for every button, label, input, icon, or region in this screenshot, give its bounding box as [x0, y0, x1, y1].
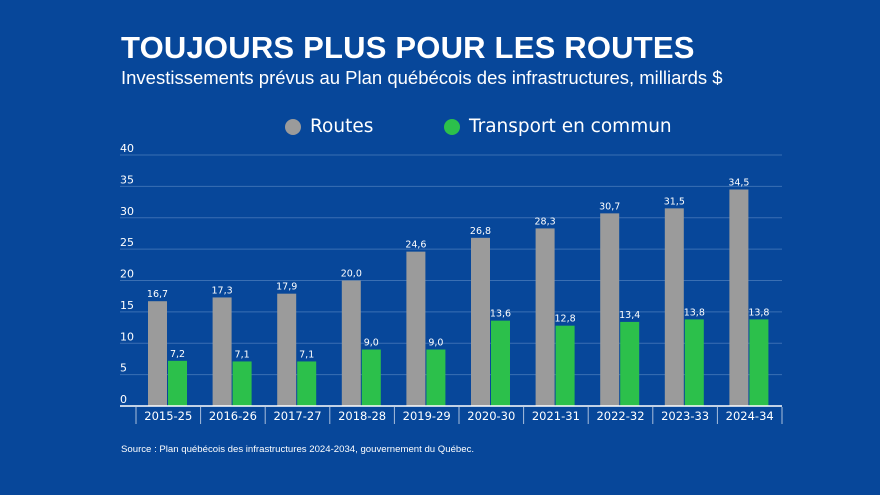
y-tick-label: 0: [120, 393, 127, 406]
x-tick-label: 2018-28: [338, 409, 386, 423]
x-tick-label: 2023-33: [661, 409, 709, 423]
y-tick-label: 20: [120, 268, 134, 281]
legend-dot-routes: [285, 118, 301, 135]
value-label-routes: 34,5: [728, 178, 749, 189]
bar-routes: [406, 251, 426, 406]
value-label-transport: 13,8: [748, 307, 769, 318]
bar-routes: [471, 237, 490, 406]
x-tick-label: 2016-26: [209, 409, 257, 423]
value-label-transport: 7,1: [299, 349, 314, 360]
y-tick-label: 5: [120, 362, 127, 375]
bar-routes: [664, 208, 684, 406]
y-tick-label: 35: [120, 173, 134, 186]
y-tick-label: 40: [120, 142, 134, 155]
value-label-transport: 7,1: [235, 349, 250, 360]
value-label-transport: 9,0: [428, 338, 443, 349]
bar-transport: [168, 360, 187, 406]
legend-label-transport: Transport en commun: [469, 116, 672, 137]
x-tick-label: 2019-29: [403, 409, 451, 423]
bar-routes: [600, 213, 620, 406]
x-tick-label: 2024-34: [726, 409, 774, 423]
bar-routes: [535, 228, 555, 406]
value-label-routes: 17,9: [276, 282, 297, 293]
value-label-routes: 24,6: [405, 240, 426, 251]
x-tick-label: 2020-30: [467, 409, 515, 423]
bar-transport: [361, 349, 381, 406]
x-tick-label: 2021-31: [532, 409, 580, 423]
value-label-routes: 31,5: [664, 196, 685, 207]
y-tick-label: 10: [120, 330, 134, 343]
legend-label-routes: Routes: [310, 116, 374, 137]
value-label-transport: 13,8: [684, 307, 705, 318]
value-label-routes: 17,3: [212, 285, 233, 296]
bar-transport: [297, 361, 317, 406]
bar-transport: [232, 361, 252, 406]
y-tick-label: 30: [120, 205, 134, 218]
x-tick-label: 2017-27: [273, 409, 321, 423]
value-label-transport: 13,6: [490, 309, 511, 320]
value-label-transport: 9,0: [364, 338, 379, 349]
y-tick-label: 25: [120, 236, 134, 249]
bar-routes: [729, 189, 749, 406]
y-tick-label: 15: [120, 299, 134, 312]
bar-routes: [212, 297, 232, 406]
bar-transport: [620, 321, 640, 406]
legend-item-transport: Transport en commun: [444, 116, 672, 137]
legend: Routes Transport en commun: [0, 116, 880, 140]
bar-transport: [491, 320, 510, 406]
value-label-routes: 30,7: [599, 201, 620, 212]
bar-routes: [277, 293, 297, 406]
value-label-routes: 20,0: [341, 269, 362, 280]
bar-transport: [749, 319, 769, 406]
bar-routes: [148, 301, 167, 406]
value-label-transport: 13,4: [619, 310, 640, 321]
x-tick-label: 2015-25: [144, 409, 192, 423]
legend-dot-transport: [444, 118, 460, 135]
value-label-transport: 12,8: [555, 314, 576, 325]
bar-routes: [341, 280, 361, 406]
bar-transport: [684, 319, 704, 406]
value-label-routes: 28,3: [535, 216, 556, 227]
bar-transport: [555, 325, 575, 406]
value-label-routes: 26,8: [470, 226, 491, 237]
legend-item-routes: Routes: [285, 116, 373, 137]
chart-title: TOUJOURS PLUS POUR LES ROUTES: [121, 30, 695, 65]
value-label-routes: 16,7: [147, 289, 168, 300]
source-note: Source : Plan québécois des infrastructu…: [121, 444, 475, 455]
chart-subtitle: Investissements prévus au Plan québécois…: [121, 67, 723, 88]
x-tick-label: 2022-32: [596, 409, 644, 423]
bar-transport: [426, 349, 446, 406]
value-label-transport: 7,2: [170, 349, 185, 360]
